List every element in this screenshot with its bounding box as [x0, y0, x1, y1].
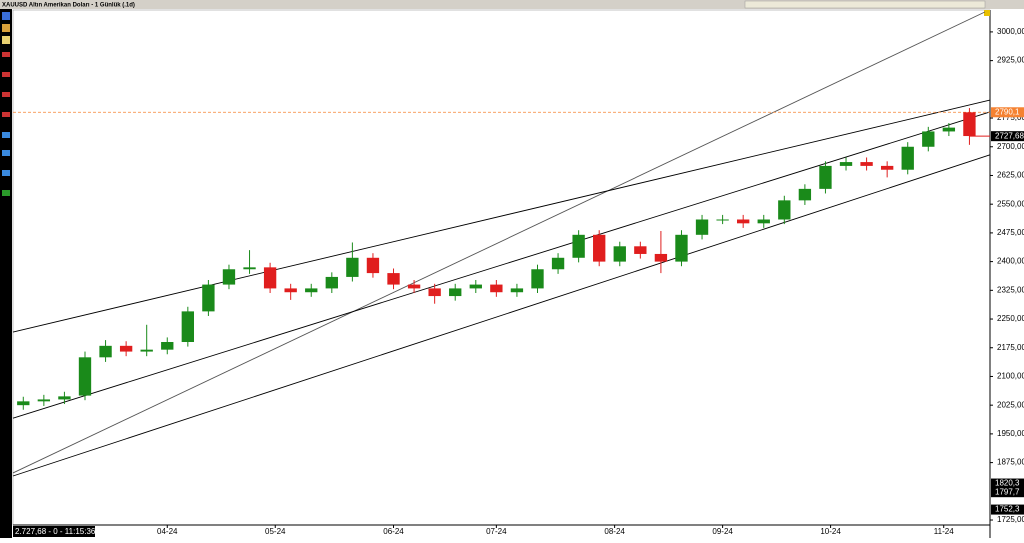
candle-body — [531, 269, 544, 289]
status-box — [13, 526, 95, 537]
y-tick-label: 1950,00 — [997, 429, 1024, 438]
candle-body — [284, 288, 297, 293]
y-tick-label: 2400,00 — [997, 257, 1024, 266]
candle-body — [778, 200, 791, 220]
price-box — [991, 478, 1024, 489]
window-title: XAUUSD Altın Amerikan Doları - 1 Günlük … — [2, 3, 135, 9]
price-box — [991, 487, 1024, 498]
candle-body — [675, 234, 688, 262]
candle-body — [99, 345, 112, 358]
price-box-label: 2727,68 — [995, 131, 1024, 140]
y-tick-label: 2250,00 — [997, 314, 1024, 323]
candle-body — [366, 257, 380, 274]
price-box — [991, 504, 1024, 515]
candle-body — [634, 246, 647, 254]
toolbar-icons[interactable] — [2, 12, 10, 196]
candle-body — [654, 253, 668, 262]
channel-line — [12, 111, 991, 419]
candle-body — [469, 284, 482, 289]
y-tick-label: 2325,00 — [997, 285, 1024, 294]
candle-body — [798, 188, 812, 201]
candle-body — [572, 234, 585, 258]
candle-body — [613, 246, 626, 262]
candle-body — [387, 273, 400, 285]
channel-line — [12, 11, 986, 474]
candle-body — [551, 257, 565, 270]
candle-body — [325, 276, 338, 289]
y-tick-label: 2475,00 — [997, 228, 1024, 237]
price-box — [991, 131, 1024, 142]
y-tick-label: 2550,00 — [997, 199, 1024, 208]
x-tick-label: 05-24 — [265, 527, 286, 536]
candle-body — [78, 357, 92, 396]
x-tick-label: 08-24 — [604, 527, 625, 536]
y-tick-label: 2025,00 — [997, 400, 1024, 409]
title-bar — [0, 0, 1024, 9]
status-text: 2.727,68 - 0 - 11:15:36 — [15, 527, 96, 536]
candle-body — [17, 401, 30, 406]
candle-body — [58, 396, 71, 400]
y-tick-label: 2100,00 — [997, 372, 1024, 381]
x-tick-label: 11-24 — [934, 527, 954, 536]
x-tick-label: 04-24 — [157, 527, 178, 536]
candle-body — [490, 284, 503, 293]
candle-body — [839, 162, 853, 166]
y-tick-label: 2925,00 — [997, 56, 1024, 65]
candle-body — [695, 219, 709, 235]
candle-body — [757, 219, 770, 224]
candle-body — [716, 219, 729, 221]
price-box-label: 2790,1 — [995, 107, 1020, 116]
y-tick-label: 1875,00 — [997, 458, 1024, 467]
candle-body — [181, 311, 195, 343]
candle-body — [880, 165, 894, 170]
candle-body — [37, 399, 51, 402]
y-tick-label: 2175,00 — [997, 343, 1024, 352]
candle-body — [305, 288, 318, 293]
left-toolbar — [0, 9, 12, 538]
candle-body — [202, 284, 215, 312]
y-tick-label: 2700,00 — [997, 142, 1024, 151]
price-box — [991, 107, 1024, 118]
y-tick-label: 2625,00 — [997, 171, 1024, 180]
channel-line — [12, 99, 991, 333]
candle-body — [860, 162, 873, 166]
x-tick-label: 10-24 — [820, 527, 841, 536]
candle-body — [593, 234, 606, 262]
corner-button[interactable] — [984, 10, 990, 16]
candle-body — [449, 288, 462, 297]
candle-body — [243, 267, 256, 270]
x-tick-label: 07-24 — [486, 527, 507, 536]
price-box-label: 1797,7 — [995, 487, 1020, 496]
candle-body — [161, 342, 174, 350]
candle-body — [819, 165, 832, 189]
y-tick-label: 2775,00 — [997, 113, 1024, 122]
candle-body — [922, 131, 935, 147]
price-box-label: 1752,3 — [995, 505, 1020, 514]
x-tick-label: 06-24 — [383, 527, 404, 536]
toolbar-fields[interactable] — [744, 0, 986, 9]
y-tick-label: 3000,00 — [997, 27, 1024, 36]
candle-body — [963, 112, 976, 137]
candle-body — [428, 288, 441, 297]
candle-body — [140, 349, 153, 352]
plot-area — [12, 9, 991, 526]
channel-line — [12, 154, 991, 477]
candle-body — [737, 219, 750, 224]
candle-body — [942, 127, 956, 132]
y-tick-label: 1725,00 — [997, 515, 1024, 524]
candle-body — [119, 345, 133, 352]
candle-body — [222, 269, 236, 285]
candle-body — [346, 257, 359, 277]
candle-body — [407, 284, 421, 289]
candle-body — [510, 288, 524, 293]
price-box-label: 1820,3 — [995, 479, 1020, 488]
candle-body — [901, 146, 914, 170]
candle-body — [263, 267, 277, 289]
x-tick-label: 09-24 — [712, 527, 733, 536]
